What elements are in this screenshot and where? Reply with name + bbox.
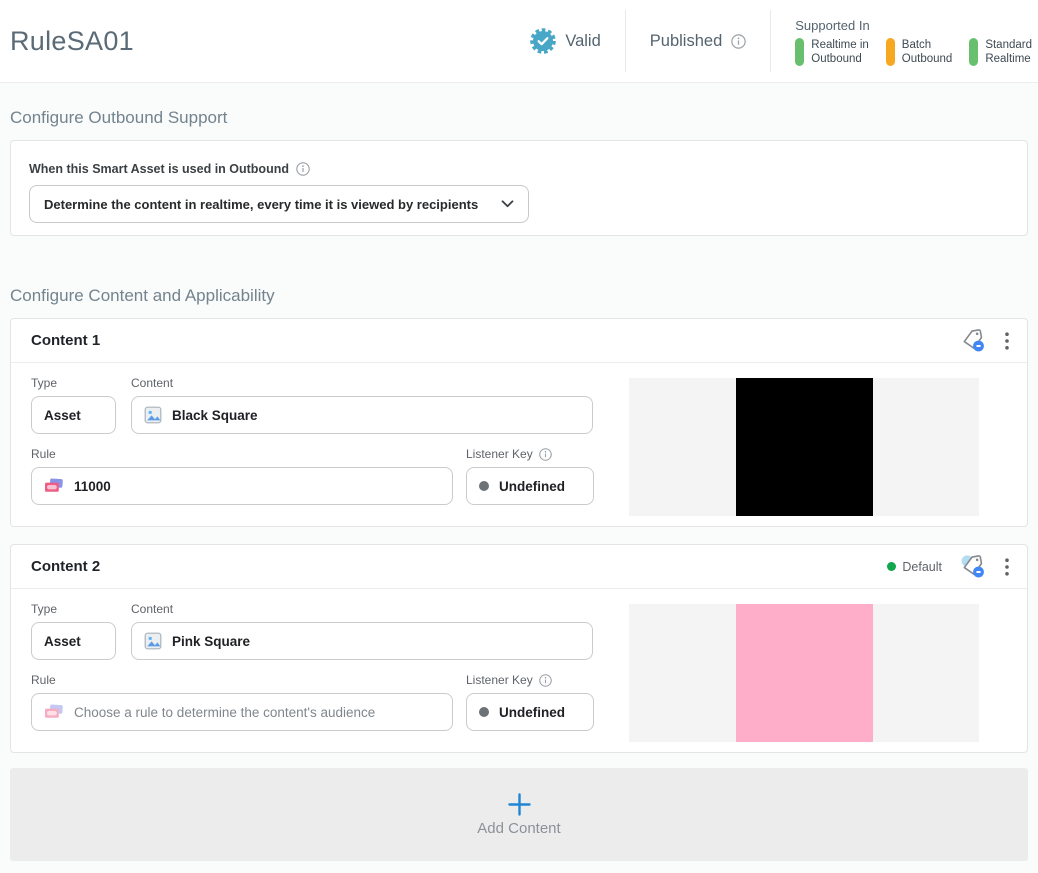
type-value: Asset [44,407,81,423]
rule-select[interactable]: 11000 [31,467,453,505]
supported-item-realtime-outbound: Realtime in Outbound [795,38,869,66]
content-card-title: Content 1 [31,332,101,349]
type-value: Asset [44,633,81,649]
content-value: Black Square [172,407,258,423]
image-icon [144,632,162,650]
content-select[interactable]: Black Square [131,396,593,434]
outbound-info-icon[interactable] [296,162,310,176]
content-card-1: Content 1 [10,318,1028,527]
header-divider [624,10,626,72]
content-preview-image [735,378,873,516]
listener-key-label: Listener Key [466,447,533,461]
content-select[interactable]: Pink Square [131,622,593,660]
rule-field-label: Rule [31,447,56,461]
plus-icon [507,792,531,816]
content-field-label: Content [131,376,174,390]
supported-in-panel: Supported In Realtime in Outbound Batch … [795,16,1032,66]
applicability-tag-icon[interactable] [960,328,987,353]
type-field-label: Type [31,376,58,390]
listener-key-value: Undefined [499,478,565,494]
outbound-mode-select[interactable]: Determine the content in realtime, every… [29,185,529,223]
outbound-mode-selected-value: Determine the content in realtime, every… [44,196,479,212]
listener-key-value: Undefined [499,704,565,720]
status-pill-green [795,38,805,66]
page-header: RuleSA01 Valid Published [0,0,1038,83]
listener-key-select[interactable]: Undefined [466,467,594,505]
image-icon [144,406,162,424]
supported-item-line2: Realtime [985,53,1031,65]
rule-value: 11000 [74,478,111,494]
kebab-menu-icon[interactable] [1005,557,1009,576]
rule-placeholder: Choose a rule to determine the content's… [74,704,376,720]
content-field-label: Content [131,602,174,616]
rule-cards-icon [44,704,64,720]
outbound-field-label: When this Smart Asset is used in Outboun… [29,162,289,176]
supported-item-standard-realtime: Standard Realtime [969,38,1032,66]
listener-key-select[interactable]: Undefined [466,693,594,731]
page-title: RuleSA01 [10,25,134,56]
content-preview-image [735,604,873,742]
default-dot-icon [887,562,897,571]
content-preview-area [629,378,979,516]
chevron-down-icon [501,200,514,208]
undefined-dot-icon [479,707,489,717]
undefined-dot-icon [479,481,489,491]
supported-item-line1: Standard [985,39,1032,51]
status-pill-green [969,38,979,66]
valid-seal-icon [530,28,557,54]
content-preview-area [629,604,979,742]
content-section-heading: Configure Content and Applicability [10,286,275,305]
supported-item-line2: Outbound [901,53,953,65]
listener-key-info-icon[interactable] [538,447,552,461]
outbound-support-card: When this Smart Asset is used in Outboun… [10,140,1028,236]
add-content-label: Add Content [477,819,561,837]
default-badge-label: Default [902,559,942,574]
supported-item-line1: Batch [901,39,932,51]
content-card-title: Content 2 [31,558,101,575]
type-field-label: Type [31,602,58,616]
supported-item-batch-outbound: Batch Outbound [885,38,953,66]
add-content-button[interactable]: Add Content [10,768,1028,861]
supported-in-label: Supported In [795,18,870,33]
supported-item-line2: Outbound [811,53,862,65]
kebab-menu-icon[interactable] [1005,331,1009,350]
listener-key-label: Listener Key [466,673,533,687]
publish-status: Published [650,32,746,51]
content-card-2: Content 2 Default [10,544,1028,753]
rule-field-label: Rule [31,673,56,687]
published-info-icon[interactable] [731,33,746,49]
default-badge: Default [887,560,942,574]
rule-select[interactable]: Choose a rule to determine the content's… [31,693,453,731]
supported-item-line1: Realtime in [811,39,869,51]
status-pill-orange [885,38,895,66]
type-select[interactable]: Asset [31,396,116,434]
rule-cards-icon [44,478,64,494]
valid-status-label: Valid [565,31,601,50]
published-status-label: Published [649,31,723,50]
listener-key-info-icon[interactable] [538,673,552,687]
header-divider [770,10,772,72]
type-select[interactable]: Asset [31,622,116,660]
outbound-section-heading: Configure Outbound Support [10,108,228,127]
content-value: Pink Square [172,633,251,649]
applicability-tag-icon[interactable] [960,554,987,579]
validity-status: Valid [530,28,601,54]
